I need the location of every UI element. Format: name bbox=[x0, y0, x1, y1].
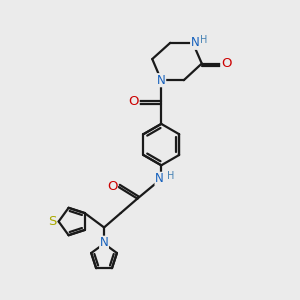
Text: N: N bbox=[100, 236, 108, 249]
Text: N: N bbox=[155, 172, 164, 185]
Text: O: O bbox=[221, 57, 231, 70]
Text: O: O bbox=[128, 95, 139, 108]
Text: S: S bbox=[48, 215, 56, 228]
Text: N: N bbox=[191, 36, 200, 49]
Text: H: H bbox=[167, 171, 175, 181]
Text: O: O bbox=[107, 180, 117, 194]
Text: H: H bbox=[200, 35, 208, 45]
Text: N: N bbox=[157, 74, 166, 87]
